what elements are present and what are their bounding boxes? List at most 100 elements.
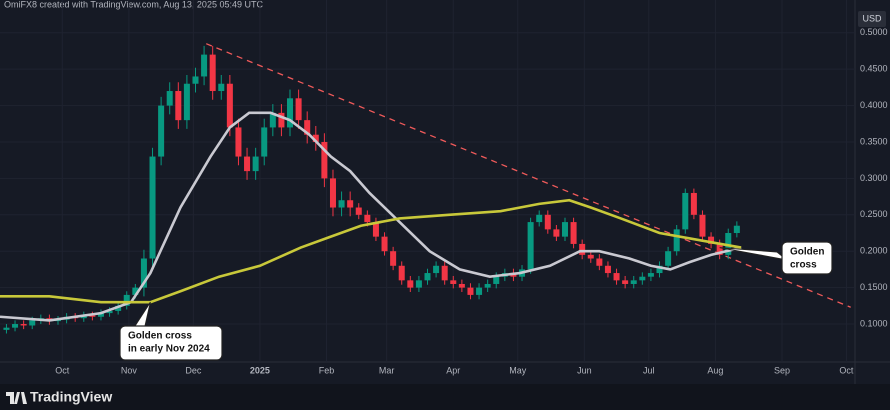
candle-body — [561, 222, 568, 237]
moving-average — [0, 198, 742, 304]
candle-body — [235, 127, 242, 157]
candle-body — [708, 236, 715, 244]
y-tick-label: 0.3500 — [860, 136, 888, 146]
candle-body — [321, 141, 328, 179]
candle-body — [252, 156, 259, 172]
candle-body — [656, 265, 663, 274]
brand: TradingView — [30, 389, 112, 405]
candle-body — [3, 327, 10, 330]
candle-body — [596, 258, 603, 266]
candle-body — [355, 207, 362, 215]
x-tick-label: Oct — [839, 365, 854, 375]
x-tick-label: May — [509, 365, 527, 375]
callout-text: cross — [790, 260, 817, 271]
x-tick-label: Jun — [577, 365, 592, 375]
candle-body — [527, 222, 534, 270]
y-tick-label: 0.4500 — [860, 64, 888, 74]
x-tick-label: Feb — [319, 365, 335, 375]
candle-body — [20, 324, 27, 326]
candle-body — [140, 258, 147, 288]
candle-body — [338, 200, 345, 208]
candle-body — [218, 83, 225, 92]
candle-body — [106, 310, 113, 314]
x-tick-label: Oct — [55, 365, 70, 375]
candle-body — [89, 315, 96, 317]
candle-body — [97, 313, 104, 317]
callout-box — [119, 325, 223, 361]
candle-body — [587, 254, 594, 259]
candle-body — [536, 214, 543, 223]
candle-body — [12, 324, 19, 328]
candle-body — [639, 276, 646, 281]
candle-body — [458, 283, 465, 288]
candle-body — [441, 265, 448, 281]
candle-body — [690, 192, 697, 215]
x-tick-label: Nov — [121, 365, 138, 375]
candle-body — [226, 83, 233, 128]
y-tick-label: 0.2500 — [860, 209, 888, 219]
candle-body — [295, 98, 302, 121]
x-tick-label: 2025 — [250, 365, 270, 375]
candle-body — [622, 280, 629, 284]
callout-text: Golden cross — [128, 331, 192, 342]
candle-body — [166, 91, 173, 106]
candle-body — [570, 222, 577, 244]
candle-body — [390, 251, 397, 266]
callout: Golden cross in early Nov 2024 — [119, 301, 223, 361]
candle-body — [347, 200, 354, 208]
y-tick-label: 0.1500 — [860, 282, 888, 292]
plot-area — [0, 0, 855, 362]
x-tick-label: Apr — [446, 365, 460, 375]
candle-body — [476, 287, 483, 295]
y-tick-label: 0.2000 — [860, 246, 888, 256]
callout: Golden cross — [719, 241, 833, 275]
candle-body — [613, 273, 620, 281]
candle-body — [123, 294, 130, 306]
candle-body — [424, 273, 431, 281]
candle-body — [312, 134, 319, 142]
candle-body — [673, 229, 680, 252]
candle-body — [415, 280, 422, 288]
candle-body — [699, 214, 706, 237]
candle-body — [398, 265, 405, 281]
candle-body — [647, 273, 654, 277]
candle-body — [733, 225, 740, 234]
candle-body — [149, 156, 156, 259]
candle-body — [261, 127, 268, 157]
x-tick-label: Sep — [774, 365, 790, 375]
candle-body — [192, 76, 199, 84]
candle-body — [269, 112, 276, 128]
candle-body — [725, 233, 732, 255]
candle-body — [244, 156, 251, 172]
candle-body — [201, 54, 208, 77]
y-tick-label: 0.4000 — [860, 100, 888, 110]
candle-body — [407, 280, 414, 288]
candle-body — [287, 98, 294, 128]
x-tick-label: Mar — [379, 365, 395, 375]
candle-body — [381, 236, 388, 252]
candle-body — [493, 276, 500, 284]
candle-body — [450, 280, 457, 284]
candle-body — [304, 120, 311, 135]
candle-body — [630, 280, 637, 284]
candle-body — [682, 192, 689, 230]
candle-body — [183, 83, 190, 121]
currency-box — [858, 11, 886, 27]
candle-body — [433, 265, 440, 274]
callout-box — [781, 241, 833, 275]
x-tick-label: Dec — [185, 365, 202, 375]
y-tick-label: 0.5000 — [860, 27, 888, 37]
candle-body — [604, 265, 611, 274]
candle-body — [553, 229, 560, 237]
header: OmiFX8 created with TradingView.com, Aug… — [4, 0, 263, 9]
candle-body — [132, 287, 139, 295]
callout-text: Golden — [790, 247, 824, 258]
candle-body — [175, 91, 182, 121]
candle-body — [544, 214, 551, 230]
candle-body — [579, 243, 586, 255]
currency: USD — [862, 13, 882, 23]
candle-body — [115, 305, 122, 311]
candle-body — [209, 54, 216, 92]
moving-average — [0, 111, 742, 322]
